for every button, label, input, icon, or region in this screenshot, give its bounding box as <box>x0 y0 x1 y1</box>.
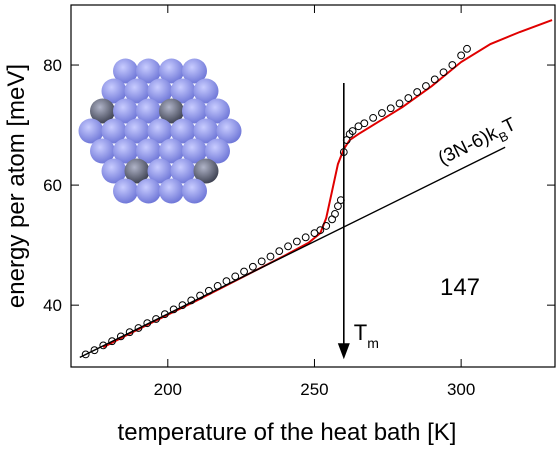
atom <box>170 118 196 144</box>
atom <box>90 138 115 164</box>
atom <box>136 138 161 164</box>
cluster-image <box>78 58 242 204</box>
tm-symbol: T <box>354 320 367 345</box>
atom <box>124 158 150 184</box>
data-point <box>116 332 125 341</box>
y-axis-title: energy per atom [meV] <box>3 64 30 308</box>
atom <box>124 78 150 104</box>
x-tick-label: 250 <box>300 380 328 399</box>
data-point <box>430 75 439 84</box>
atom <box>113 58 138 84</box>
data-point <box>108 337 116 346</box>
atom <box>182 178 207 204</box>
atom <box>205 138 230 164</box>
atom <box>113 98 138 124</box>
y-tick-label: 80 <box>43 56 62 75</box>
atom <box>101 78 127 104</box>
data-point <box>463 44 471 53</box>
data-point <box>378 109 386 117</box>
atom <box>147 118 173 144</box>
atom <box>113 138 138 164</box>
data-point <box>231 272 240 281</box>
atom <box>193 158 219 184</box>
data-point <box>422 82 430 90</box>
data-point <box>204 286 213 295</box>
data-point <box>448 61 457 69</box>
data-point <box>143 319 152 328</box>
atom <box>101 118 127 144</box>
data-point <box>292 237 301 246</box>
plot-frame <box>70 4 556 368</box>
data-point <box>284 242 292 251</box>
atom <box>205 98 230 124</box>
atom <box>193 118 219 144</box>
atom <box>78 118 104 144</box>
data-point <box>160 310 169 319</box>
atom <box>101 158 127 184</box>
data-point <box>240 267 248 276</box>
data-point <box>334 202 342 211</box>
data-point <box>257 257 266 266</box>
tm-subscript: m <box>367 335 379 351</box>
atom <box>147 78 173 104</box>
data-point <box>404 94 413 102</box>
data-point <box>360 119 369 128</box>
data-point <box>266 252 275 261</box>
data-point <box>322 222 331 230</box>
data-point <box>369 113 378 122</box>
atom <box>182 138 207 164</box>
data-point <box>134 324 143 332</box>
data-point <box>169 305 178 314</box>
atom <box>124 118 150 144</box>
data-point <box>386 104 395 113</box>
atom <box>182 58 207 84</box>
x-axis-title: temperature of the heat bath [K] <box>118 419 457 446</box>
atom <box>182 98 207 124</box>
y-tick-label: 40 <box>43 296 62 315</box>
atom <box>216 118 242 144</box>
data-point <box>395 99 404 108</box>
data-point <box>213 282 222 290</box>
data-point <box>187 296 196 305</box>
cluster-size-label: 147 <box>440 274 480 301</box>
atom <box>193 78 219 104</box>
data-point <box>413 88 422 96</box>
atom <box>113 178 138 204</box>
line-label: (3N-6)kBT <box>435 114 521 173</box>
atom <box>147 158 173 184</box>
atom <box>136 98 161 124</box>
data-point <box>275 247 284 256</box>
atom <box>170 78 196 104</box>
data-point <box>196 291 204 300</box>
data-point <box>248 262 257 271</box>
atom <box>159 98 184 124</box>
x-tick-label: 200 <box>154 380 182 399</box>
data-point <box>316 226 325 235</box>
arrow-head <box>337 343 350 360</box>
atom <box>170 158 196 184</box>
atom <box>159 178 184 204</box>
data-point <box>125 328 134 337</box>
data-point <box>457 51 466 60</box>
line-label-main: (3N-6)k <box>435 123 502 170</box>
atom <box>136 178 161 204</box>
data-point <box>222 277 231 286</box>
data-point <box>99 341 108 350</box>
data-point <box>81 350 90 359</box>
atom <box>159 58 184 84</box>
data-point <box>178 301 187 310</box>
data-point <box>90 346 99 355</box>
atom <box>90 98 115 124</box>
data-point <box>348 127 357 135</box>
atom <box>136 58 161 84</box>
data-point <box>439 68 448 77</box>
tm-label: Tm <box>354 320 379 351</box>
data-point <box>331 210 339 218</box>
y-tick-label: 60 <box>43 176 62 195</box>
atom <box>159 138 184 164</box>
x-tick-label: 300 <box>447 380 475 399</box>
data-point <box>152 315 160 323</box>
data-point <box>301 233 310 242</box>
